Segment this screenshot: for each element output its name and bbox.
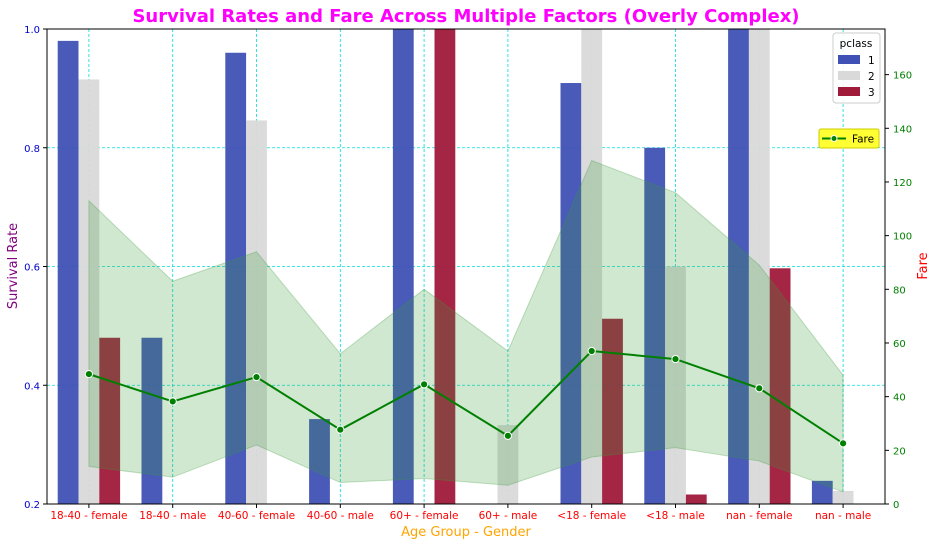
- y2-tick-label: 40: [893, 393, 906, 404]
- x-tick-label: 60+ - female: [390, 510, 459, 522]
- bar-pclass-2: [748, 29, 770, 504]
- fare-point: [839, 439, 848, 448]
- fare-point: [336, 425, 345, 434]
- legend-box: [832, 32, 881, 104]
- y2-tick-label: 100: [893, 232, 912, 243]
- bar-pclass-2: [246, 120, 267, 504]
- y2-tick-label: 60: [893, 339, 906, 350]
- legend-label: Fare: [852, 134, 874, 146]
- bar-pclass-2: [665, 266, 686, 504]
- bar-pclass-1: [141, 337, 163, 504]
- legend-label: 1: [868, 55, 875, 67]
- y-tick-label: 0.6: [24, 263, 40, 274]
- bar-pclass-1: [392, 29, 414, 504]
- x-tick-label: nan - female: [726, 510, 792, 522]
- legend-fare: Fare: [818, 128, 880, 149]
- bar-pclass-1: [309, 419, 330, 504]
- bar-pclass-2: [497, 425, 519, 504]
- bar-pclass-1: [225, 52, 247, 504]
- y2-tick-label: 120: [893, 178, 912, 189]
- legend-label: 3: [868, 87, 875, 99]
- x-tick-label: nan - male: [815, 510, 871, 522]
- legend-label: 2: [868, 71, 875, 83]
- fare-confidence-band: [88, 159, 844, 493]
- y2-tick-label: 80: [893, 285, 906, 296]
- y2-tick-label: 0: [893, 500, 899, 511]
- y2-tick-label: 20: [893, 446, 906, 457]
- fare-point: [755, 384, 764, 393]
- fare-point: [587, 346, 596, 356]
- x-tick-label: 18-40 - female: [50, 510, 127, 522]
- fare-point: [671, 354, 680, 364]
- y-axis-label: Survival Rate: [6, 223, 21, 309]
- bar-pclass-2: [832, 490, 854, 504]
- y-tick-label: 0.2: [24, 500, 40, 511]
- legend-box: [818, 128, 880, 149]
- legend-marker: [830, 135, 838, 142]
- bar-pclass-3: [685, 494, 707, 504]
- fare-point: [168, 397, 177, 406]
- x-tick-label: 40-60 - male: [307, 510, 374, 522]
- fare-point: [503, 431, 512, 440]
- y-tick-label: 0.4: [24, 381, 40, 392]
- legend-swatch: [838, 71, 860, 80]
- x-tick-label: <18 - female: [557, 510, 626, 522]
- bar-pclass-2: [78, 79, 100, 504]
- bar-pclass-3: [434, 29, 456, 504]
- bar-pclass-1: [560, 83, 582, 504]
- legend-swatch: [838, 87, 860, 96]
- bar-pclass-1: [644, 147, 666, 504]
- x-tick-label: <18 - male: [646, 510, 705, 522]
- fare-point: [420, 380, 429, 389]
- bar-pclass-1: [728, 29, 749, 504]
- bar-pclass-1: [57, 40, 79, 504]
- bar-pclass-1: [811, 480, 833, 504]
- bar-pclass-3: [769, 268, 791, 504]
- fare-line: [88, 349, 844, 445]
- chart-title: Survival Rates and Fare Across Multiple …: [132, 6, 799, 27]
- x-tick-label: 40-60 - female: [218, 510, 295, 522]
- bar-pclass-2: [581, 29, 603, 504]
- y-tick-label: 0.8: [24, 144, 40, 155]
- legend-swatch: [838, 55, 860, 64]
- legend-title: pclass: [840, 38, 873, 50]
- x-axis-label: Age Group - Gender: [401, 525, 531, 540]
- y-tick-label: 1.0: [24, 25, 40, 36]
- x-tick-label: 60+ - male: [479, 510, 538, 522]
- fare-point: [252, 372, 261, 382]
- x-tick-label: 18-40 - male: [139, 510, 206, 522]
- y2-tick-label: 140: [893, 124, 912, 135]
- y2-axis-label: Fare: [916, 252, 931, 279]
- legend-pclass: pclass 1 2 3: [832, 32, 881, 104]
- y2-tick-label: 160: [893, 71, 912, 82]
- bar-pclass-3: [602, 318, 623, 504]
- fare-point: [84, 370, 94, 379]
